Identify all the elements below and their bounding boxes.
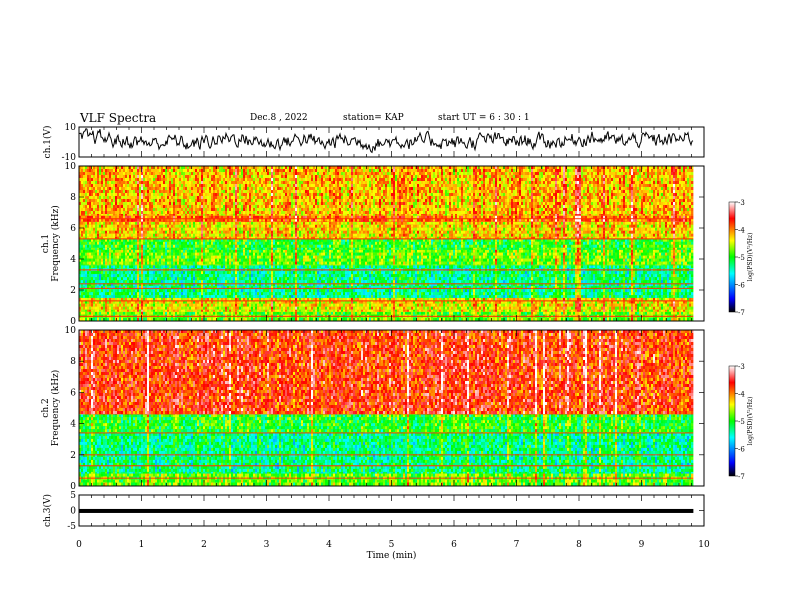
y-tick-label: 5 <box>70 491 76 501</box>
x-tick-label: 4 <box>326 540 332 550</box>
colorbar-tick-label: -4 <box>738 391 745 399</box>
colorbar-1 <box>729 202 735 312</box>
y-tick-label: 2 <box>70 451 76 461</box>
y-tick-label: 4 <box>70 255 76 265</box>
y-tick-label: 6 <box>70 388 76 398</box>
y-tick-label: 2 <box>70 286 76 296</box>
colorbar-tick-label: -4 <box>738 227 745 235</box>
y-tick-label: 10 <box>65 123 77 133</box>
x-tick-label: 10 <box>698 540 710 550</box>
colorbar-tick-label: -7 <box>738 473 745 481</box>
y-tick-label: 6 <box>70 224 76 234</box>
ch1-waveform-line <box>79 129 693 153</box>
y-axis-label: ch.2Frequency (kHz) <box>41 370 61 447</box>
x-tick-label: 8 <box>576 540 582 550</box>
y-tick-label: 10 <box>65 162 77 172</box>
colorbar-tick-label: -5 <box>738 418 745 426</box>
colorbar-tick-label: -3 <box>738 199 745 207</box>
vlf-spectra-figure: -3 -4 -5 -6 -7 log(PSD)(V²/Hz) -3 -4 -5 -6 -7 log(P… <box>0 0 792 612</box>
colorbar-tick-label: -5 <box>738 254 745 262</box>
colorbar-label: log(PSD)(V²/Hz) <box>747 233 754 282</box>
y-tick-label: 4 <box>70 420 76 430</box>
x-tick-label: 5 <box>389 540 395 550</box>
colorbar-tick-label: -6 <box>738 282 745 290</box>
y-tick-label: -5 <box>67 522 76 532</box>
x-tick-label: 7 <box>514 540 520 550</box>
colorbar-label: log(PSD)(V²/Hz) <box>747 397 754 446</box>
x-tick-label: 0 <box>76 540 82 550</box>
x-tick-label: 1 <box>139 540 145 550</box>
y-axis-label: ch.3(V) <box>42 494 53 527</box>
x-tick-label: 9 <box>639 540 645 550</box>
y-tick-label: 0 <box>70 507 76 517</box>
x-axis-label: Time (min) <box>367 550 417 561</box>
x-tick-label: 3 <box>264 540 270 550</box>
y-axis-label: ch.1(V) <box>42 126 53 159</box>
colorbar-2 <box>729 366 735 476</box>
colorbar-tick-label: -7 <box>738 309 745 317</box>
y-tick-label: 8 <box>70 193 76 203</box>
y-axis-label: ch.1Frequency (kHz) <box>41 205 61 282</box>
y-tick-label: 10 <box>65 326 77 336</box>
x-tick-label: 2 <box>201 540 207 550</box>
ch3-waveform-line <box>79 509 693 513</box>
y-tick-label: 8 <box>70 357 76 367</box>
colorbar-tick-label: -3 <box>738 363 745 371</box>
x-tick-label: 6 <box>451 540 457 550</box>
colorbar-tick-label: -6 <box>738 446 745 454</box>
